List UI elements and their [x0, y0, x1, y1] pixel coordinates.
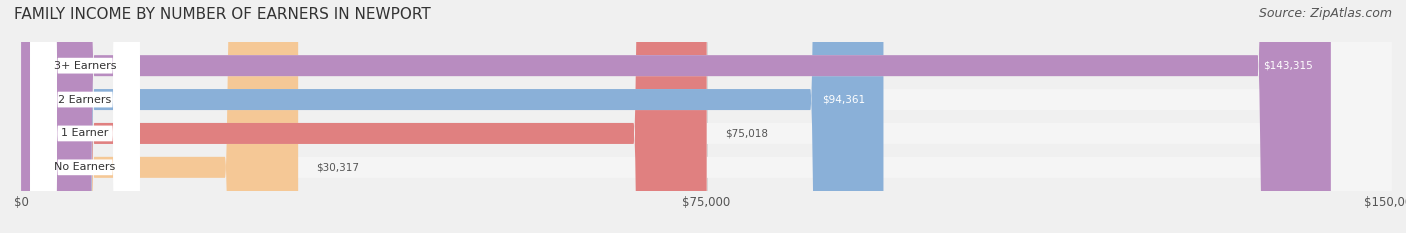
Text: 3+ Earners: 3+ Earners [53, 61, 117, 71]
FancyBboxPatch shape [31, 0, 141, 233]
FancyBboxPatch shape [21, 0, 298, 233]
FancyBboxPatch shape [21, 0, 883, 233]
Text: 2 Earners: 2 Earners [59, 95, 111, 105]
Text: FAMILY INCOME BY NUMBER OF EARNERS IN NEWPORT: FAMILY INCOME BY NUMBER OF EARNERS IN NE… [14, 7, 430, 22]
Text: No Earners: No Earners [55, 162, 115, 172]
FancyBboxPatch shape [31, 0, 141, 233]
Text: $143,315: $143,315 [1263, 61, 1313, 71]
Text: $30,317: $30,317 [316, 162, 360, 172]
FancyBboxPatch shape [21, 0, 1392, 233]
FancyBboxPatch shape [31, 0, 141, 233]
FancyBboxPatch shape [21, 0, 1392, 233]
FancyBboxPatch shape [21, 0, 1392, 233]
Text: Source: ZipAtlas.com: Source: ZipAtlas.com [1258, 7, 1392, 20]
FancyBboxPatch shape [21, 0, 1331, 233]
Text: $75,018: $75,018 [725, 128, 768, 138]
FancyBboxPatch shape [31, 0, 141, 233]
FancyBboxPatch shape [21, 0, 1392, 233]
FancyBboxPatch shape [21, 0, 707, 233]
Text: 1 Earner: 1 Earner [62, 128, 108, 138]
Text: $94,361: $94,361 [823, 95, 865, 105]
